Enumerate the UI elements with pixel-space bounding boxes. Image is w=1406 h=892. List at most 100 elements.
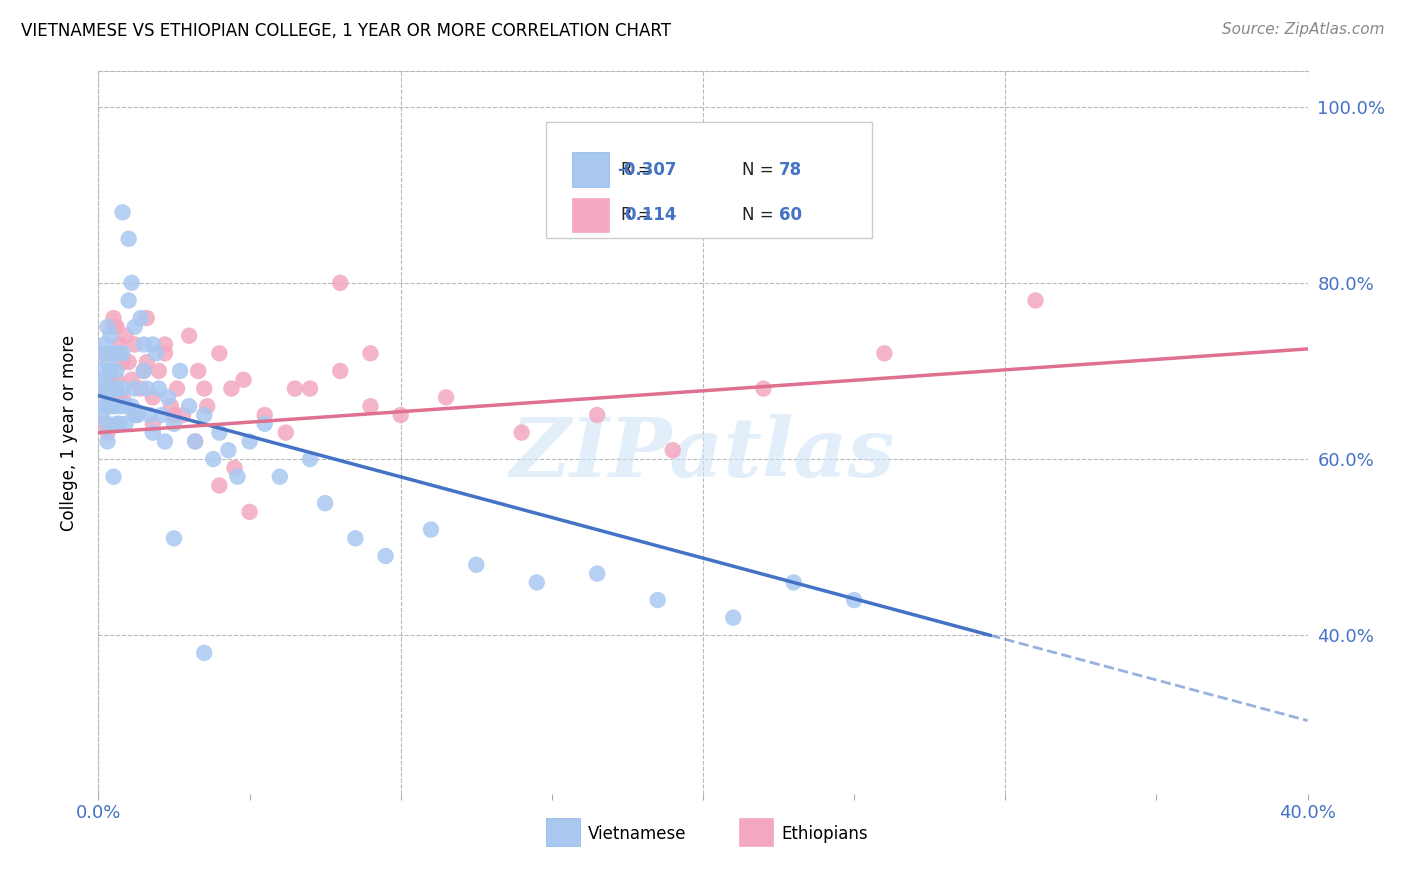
Point [100, 364, 122, 378]
Point [93, 337, 115, 351]
Point [661, 443, 683, 458]
Point [96, 390, 118, 404]
Point [274, 425, 297, 440]
Point [108, 390, 131, 404]
Point [103, 319, 125, 334]
FancyBboxPatch shape [546, 122, 872, 237]
Point [111, 355, 134, 369]
Point [148, 364, 170, 378]
Point [193, 408, 215, 422]
Point [434, 390, 457, 404]
Text: 60: 60 [779, 206, 803, 224]
Point [163, 532, 186, 546]
Point [135, 382, 157, 396]
Point [239, 505, 262, 519]
Point [299, 452, 322, 467]
Point [118, 293, 141, 308]
Point [253, 408, 276, 422]
Point [114, 328, 136, 343]
Point [465, 558, 488, 572]
Point [108, 399, 131, 413]
Point [224, 461, 246, 475]
Point [124, 337, 146, 351]
Point [526, 575, 548, 590]
Point [121, 276, 143, 290]
Point [221, 382, 243, 396]
Point [873, 346, 896, 360]
Point [208, 425, 231, 440]
Text: Source: ZipAtlas.com: Source: ZipAtlas.com [1222, 22, 1385, 37]
Point [124, 319, 146, 334]
Point [90, 382, 112, 396]
Text: Vietnamese: Vietnamese [588, 824, 686, 843]
Point [100, 364, 122, 378]
Point [93, 346, 115, 360]
Point [90, 408, 112, 422]
Point [269, 469, 291, 483]
Point [184, 434, 207, 449]
Point [124, 408, 146, 422]
Point [232, 373, 254, 387]
Point [374, 549, 396, 563]
Point [96, 399, 118, 413]
Bar [546, 819, 579, 846]
Point [96, 417, 118, 431]
Point [135, 355, 157, 369]
Point [153, 337, 176, 351]
Point [103, 399, 125, 413]
Point [195, 399, 218, 413]
Point [105, 364, 128, 378]
Point [184, 434, 207, 449]
Point [299, 382, 322, 396]
Point [142, 417, 165, 431]
Point [153, 434, 176, 449]
Point [93, 373, 115, 387]
Point [111, 390, 134, 404]
Point [111, 346, 134, 360]
Text: R =: R = [621, 206, 662, 224]
Point [752, 382, 775, 396]
Point [329, 364, 352, 378]
Point [166, 382, 188, 396]
Point [360, 399, 382, 413]
Point [142, 337, 165, 351]
Text: -0.307: -0.307 [617, 161, 676, 178]
Point [148, 382, 170, 396]
Point [111, 205, 134, 219]
Point [160, 399, 183, 413]
Point [93, 346, 115, 360]
Point [114, 399, 136, 413]
Point [129, 311, 152, 326]
Point [118, 232, 141, 246]
Point [96, 425, 118, 440]
Point [647, 593, 669, 607]
Point [103, 346, 125, 360]
Point [179, 399, 201, 413]
Point [108, 417, 131, 431]
Text: ZIPatlas: ZIPatlas [510, 414, 896, 494]
Point [100, 399, 122, 413]
Point [105, 319, 128, 334]
Point [314, 496, 336, 510]
Point [153, 346, 176, 360]
Point [139, 408, 162, 422]
Y-axis label: College, 1 year or more: College, 1 year or more [59, 334, 77, 531]
Point [93, 399, 115, 413]
Point [239, 434, 262, 449]
Point [389, 408, 412, 422]
Point [586, 566, 609, 581]
Point [121, 373, 143, 387]
Point [783, 575, 806, 590]
Point [284, 382, 307, 396]
Point [105, 373, 128, 387]
Point [96, 434, 118, 449]
Point [132, 364, 155, 378]
Point [510, 425, 533, 440]
Point [132, 364, 155, 378]
Point [108, 346, 131, 360]
Point [103, 382, 125, 396]
Point [329, 276, 352, 290]
Point [150, 408, 173, 422]
Point [142, 425, 165, 440]
Point [100, 382, 122, 396]
